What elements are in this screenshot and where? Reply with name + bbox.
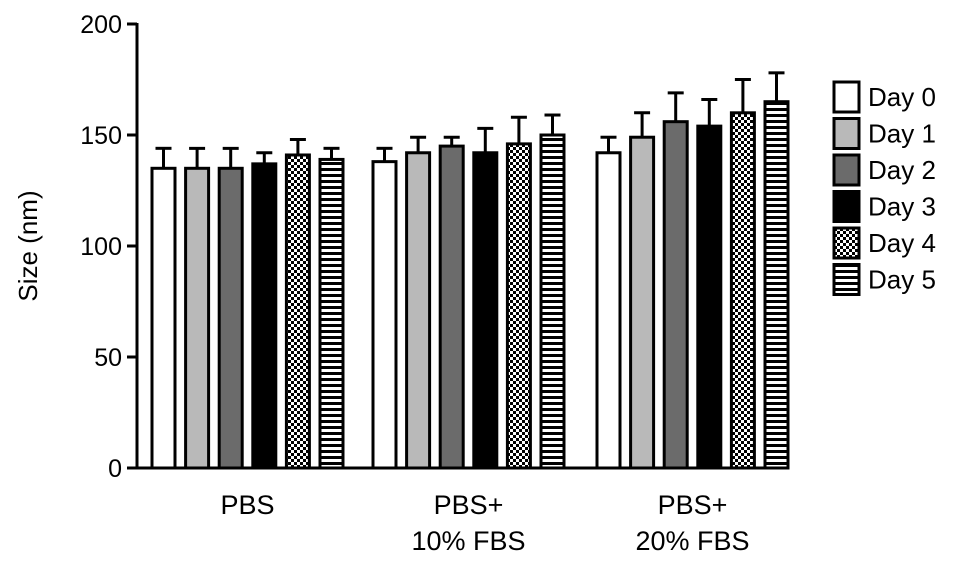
error-bar — [256, 151, 273, 164]
legend-swatch — [832, 80, 861, 114]
bar — [505, 142, 532, 470]
legend-label: Day 1 — [868, 119, 936, 149]
legend-label: Day 4 — [868, 228, 936, 258]
legend-item: Day 2 — [832, 153, 936, 187]
legend-label: Day 2 — [868, 155, 936, 185]
x-category-label: PBS — [220, 490, 274, 520]
legend-item: Day 3 — [832, 190, 936, 223]
error-bar — [734, 78, 751, 113]
y-tick-label: 150 — [80, 122, 122, 150]
error-bar — [289, 137, 306, 155]
bar — [371, 160, 398, 470]
bar — [251, 162, 278, 470]
error-bar — [510, 115, 527, 144]
bar — [595, 151, 622, 470]
bars-layer — [150, 100, 790, 470]
bar — [662, 120, 689, 470]
error-bar — [701, 97, 718, 127]
error-bar — [323, 146, 340, 160]
bar — [696, 124, 723, 470]
bar — [763, 100, 790, 470]
bar — [472, 151, 499, 470]
y-axis-title: Size (nm) — [13, 190, 43, 301]
bar — [539, 133, 566, 470]
error-bar — [376, 146, 393, 162]
bar — [150, 166, 177, 470]
legend-label: Day 0 — [868, 82, 936, 112]
bar — [217, 166, 244, 470]
legend-item: Day 1 — [832, 117, 936, 150]
y-tick-label: 0 — [108, 455, 122, 483]
error-bar — [634, 111, 651, 138]
bar — [318, 157, 345, 470]
y-ticks: 0 50 100 150 200 — [80, 11, 137, 483]
legend-swatch — [832, 117, 861, 150]
y-tick-label: 50 — [94, 344, 122, 372]
error-bars-layer — [155, 71, 785, 169]
error-bar — [544, 113, 561, 135]
bar — [729, 111, 756, 470]
error-bar — [155, 146, 172, 169]
legend-item: Day 0 — [832, 80, 936, 114]
bar — [629, 135, 656, 470]
error-bar — [222, 146, 239, 169]
error-bar — [189, 146, 206, 169]
bar — [184, 166, 211, 470]
error-bar — [768, 71, 785, 102]
error-bar — [667, 91, 684, 122]
error-bar — [443, 135, 460, 147]
legend-swatch — [832, 153, 861, 187]
error-bar — [477, 126, 494, 153]
legend-swatch — [832, 226, 861, 260]
error-bar — [600, 135, 617, 153]
legend: Day 0 Day 1 Day 2 Day 3 Day 4 Day 5 — [832, 80, 936, 296]
legend-swatch — [832, 263, 861, 296]
x-category-label: PBS+ 20% FBS — [635, 490, 749, 556]
bar — [405, 151, 432, 470]
bar — [438, 144, 465, 470]
legend-label: Day 3 — [868, 192, 936, 222]
legend-swatch — [832, 190, 861, 223]
y-tick-label: 100 — [80, 233, 122, 261]
x-category-labels: PBS PBS+ 10% FBS PBS+ 20% FBS — [220, 490, 749, 556]
y-tick-label: 200 — [80, 11, 122, 39]
error-bar — [410, 135, 427, 153]
legend-label: Day 5 — [868, 265, 936, 295]
x-category-label: PBS+ 10% FBS — [411, 490, 525, 556]
legend-item: Day 5 — [832, 263, 936, 296]
bar — [284, 153, 311, 470]
legend-item: Day 4 — [832, 226, 936, 260]
